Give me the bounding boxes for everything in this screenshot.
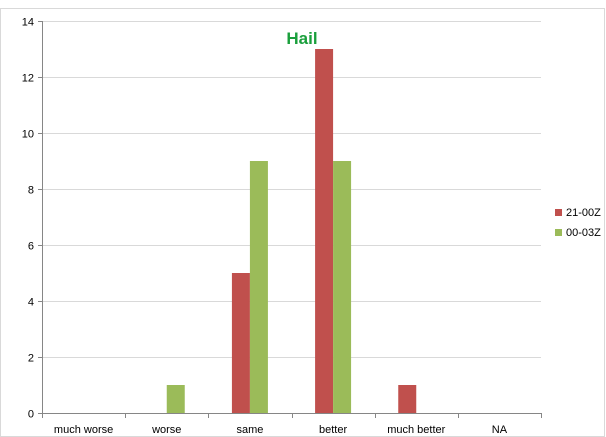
bar-21-00Z-much-better [398,385,417,413]
y-tick-label: 14 [22,17,34,29]
y-tick-label: 6 [28,241,34,253]
y-tick-label: 4 [28,297,34,309]
y-tick-label: 8 [28,185,34,197]
bars [166,49,417,413]
x-tick-label: NA [492,424,508,436]
x-tick-label: much better [387,424,445,436]
legend-label: 00-03Z [566,227,601,239]
x-tick-label: much worse [54,424,113,436]
chart-title: Hail [286,29,317,48]
chart-border [0,8,605,437]
x-tick-label: same [236,424,263,436]
bar-00-03Z-worse [166,385,185,413]
legend-label: 21-00Z [566,207,601,219]
y-axis-labels: 0 2 4 6 8 10 12 14 [22,17,43,421]
legend: 21-00Z 00-03Z [555,207,601,239]
x-tick-label: worse [151,424,181,436]
bar-21-00Z-same [231,273,250,413]
bar-00-03Z-better [333,161,352,413]
x-axis: much worse worse same better much better NA [42,413,542,436]
legend-swatch [555,209,562,216]
gridlines [42,21,541,414]
y-tick-label: 2 [28,353,34,365]
y-tick-label: 12 [22,73,34,85]
y-tick-label: 10 [22,129,34,141]
legend-swatch [555,229,562,236]
x-tick-label: better [319,424,347,436]
y-tick-label: 0 [28,409,34,421]
bar-00-03Z-same [249,161,268,413]
bar-21-00Z-better [315,49,334,413]
